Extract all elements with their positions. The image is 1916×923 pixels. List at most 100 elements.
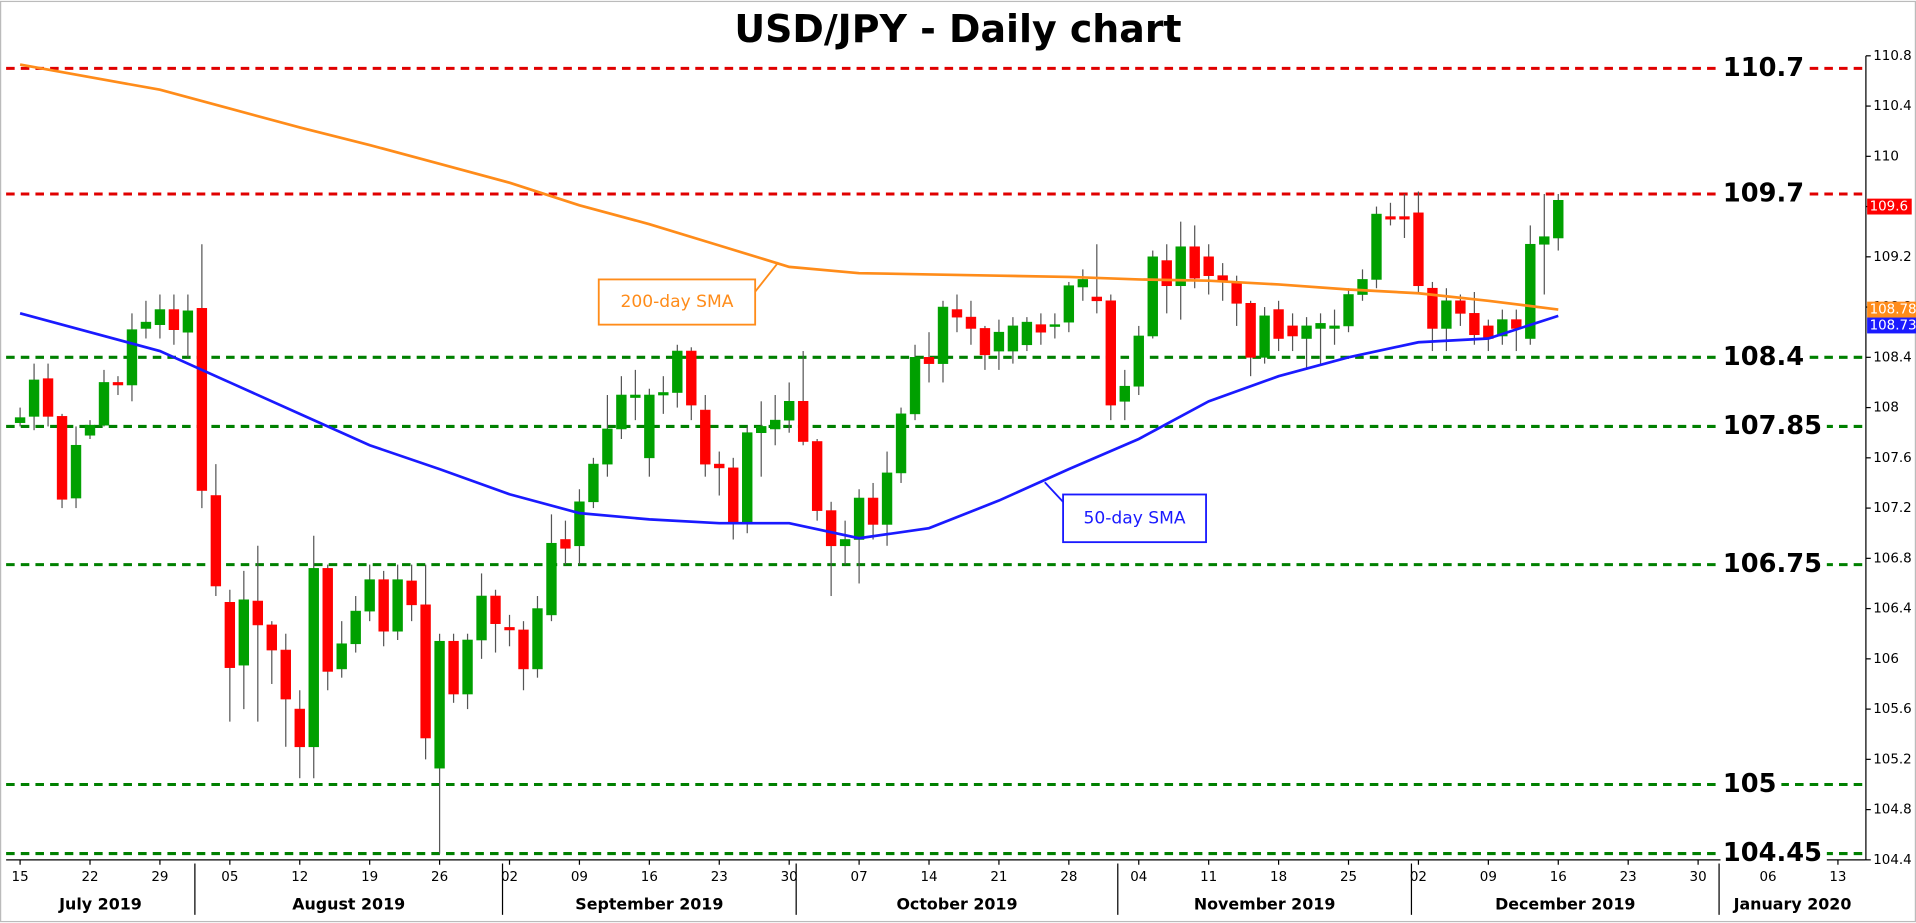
candle-body: [84, 424, 96, 436]
candle-body: [825, 510, 837, 547]
x-tick-label: 05: [221, 870, 238, 885]
x-tick-label: 02: [501, 870, 518, 885]
x-tick-label: 21: [990, 870, 1007, 885]
candle-body: [1427, 287, 1438, 329]
y-tick-label: 106: [1873, 652, 1899, 667]
candle-body: [742, 432, 753, 524]
x-tick-label: 13: [1829, 870, 1846, 885]
candle-body: [28, 379, 40, 417]
candle-body: [448, 640, 459, 695]
candle-body: [434, 640, 445, 769]
month-label: July 2019: [58, 895, 142, 914]
candle-body: [350, 610, 361, 645]
candle-body: [1133, 335, 1144, 387]
candle-body: [1245, 303, 1256, 358]
x-tick-label: 30: [1690, 870, 1707, 885]
candle-body: [1203, 256, 1214, 276]
candle-body: [937, 306, 949, 364]
y-tick-label: 106.4: [1873, 602, 1911, 617]
x-tick-label: 29: [151, 870, 168, 885]
level-label-bg: [1720, 410, 1827, 443]
level-label: 106.75: [1723, 549, 1822, 579]
candle-body: [630, 394, 641, 398]
last-price-label: 109.6: [1870, 200, 1908, 215]
candle-body: [853, 497, 865, 540]
candle-body: [811, 441, 823, 511]
candle-body: [770, 419, 781, 430]
plot-front: 104.4 104.8 105.2 105.6 106 106.4 106.8 107.2 10…: [6, 49, 1916, 915]
x-tick-label: 09: [1480, 870, 1497, 885]
y-tick-label: 105.2: [1873, 752, 1911, 767]
candle-body: [1301, 325, 1312, 339]
sma-line: [19, 63, 1559, 311]
x-tick-label: 19: [361, 870, 378, 885]
annotation-leader: [754, 261, 780, 293]
candle-body: [686, 350, 697, 406]
sma-last-label: 108.73: [1870, 318, 1916, 333]
candle-body: [923, 357, 935, 364]
candle-body: [294, 708, 305, 748]
candle-body: [602, 428, 613, 465]
level-label: 110.7: [1723, 53, 1804, 83]
candle-body: [1357, 279, 1368, 295]
y-tick-label: 104.4: [1873, 853, 1911, 868]
x-tick-label: 18: [1270, 870, 1287, 885]
level-label-bg: [1720, 548, 1827, 581]
candle-body: [378, 579, 389, 632]
x-tick-label: 25: [1340, 870, 1357, 885]
y-tick-label: 107.6: [1873, 451, 1911, 466]
candle-body: [140, 321, 152, 329]
level-label-bg: [1720, 178, 1809, 210]
annotation-leader: [1044, 481, 1064, 503]
candle-body: [476, 595, 487, 641]
y-tick-label: 108: [1873, 401, 1899, 416]
candle-body: [1441, 300, 1452, 329]
candle-body: [308, 568, 319, 748]
candle-body: [1343, 294, 1354, 327]
candle-body: [1175, 246, 1186, 287]
candle-body: [154, 309, 166, 325]
x-tick-label: 06: [1759, 870, 1776, 885]
y-tick-label: 110: [1873, 149, 1899, 164]
candle-body: [909, 357, 921, 415]
x-tick-label: 14: [920, 870, 937, 885]
candle-body: [1455, 300, 1466, 314]
candle-body: [112, 382, 124, 386]
candle-body: [951, 309, 963, 318]
annotation-label: 200-day SMA: [620, 292, 733, 312]
candle-body: [714, 463, 725, 469]
x-tick-label: 16: [641, 870, 658, 885]
candle-body: [1105, 300, 1116, 406]
candle-body: [700, 409, 711, 465]
month-label: January 2020: [1733, 895, 1852, 914]
candle-body: [1021, 321, 1033, 346]
candle-body: [1553, 199, 1564, 239]
candle-body: [126, 329, 138, 386]
month-label: August 2019: [292, 895, 405, 914]
candle-body: [1413, 212, 1424, 287]
candle-body: [1385, 216, 1396, 220]
candle-body: [406, 580, 417, 606]
level-label-bg: [1720, 768, 1782, 801]
candle-body: [322, 568, 333, 672]
candle-body: [490, 595, 501, 624]
y-tick-label: 110.4: [1873, 99, 1911, 114]
x-tick-label: 04: [1130, 870, 1147, 885]
candle-body: [42, 378, 54, 417]
candle-body: [895, 413, 907, 474]
sma-last-label: 108.78: [1870, 303, 1916, 318]
x-tick-label: 22: [81, 870, 98, 885]
level-label-bg: [1720, 837, 1827, 870]
candle-body: [783, 400, 795, 421]
candle-body: [420, 604, 431, 739]
month-label: December 2019: [1495, 895, 1635, 914]
candle-body: [518, 629, 529, 670]
candle-body: [1189, 246, 1200, 279]
candle-body: [1287, 325, 1298, 337]
candle-body: [1329, 325, 1340, 329]
level-label: 104.45: [1723, 838, 1822, 868]
candle-body: [1077, 279, 1089, 288]
candle-body: [14, 417, 26, 423]
x-tick-label: 16: [1550, 870, 1567, 885]
